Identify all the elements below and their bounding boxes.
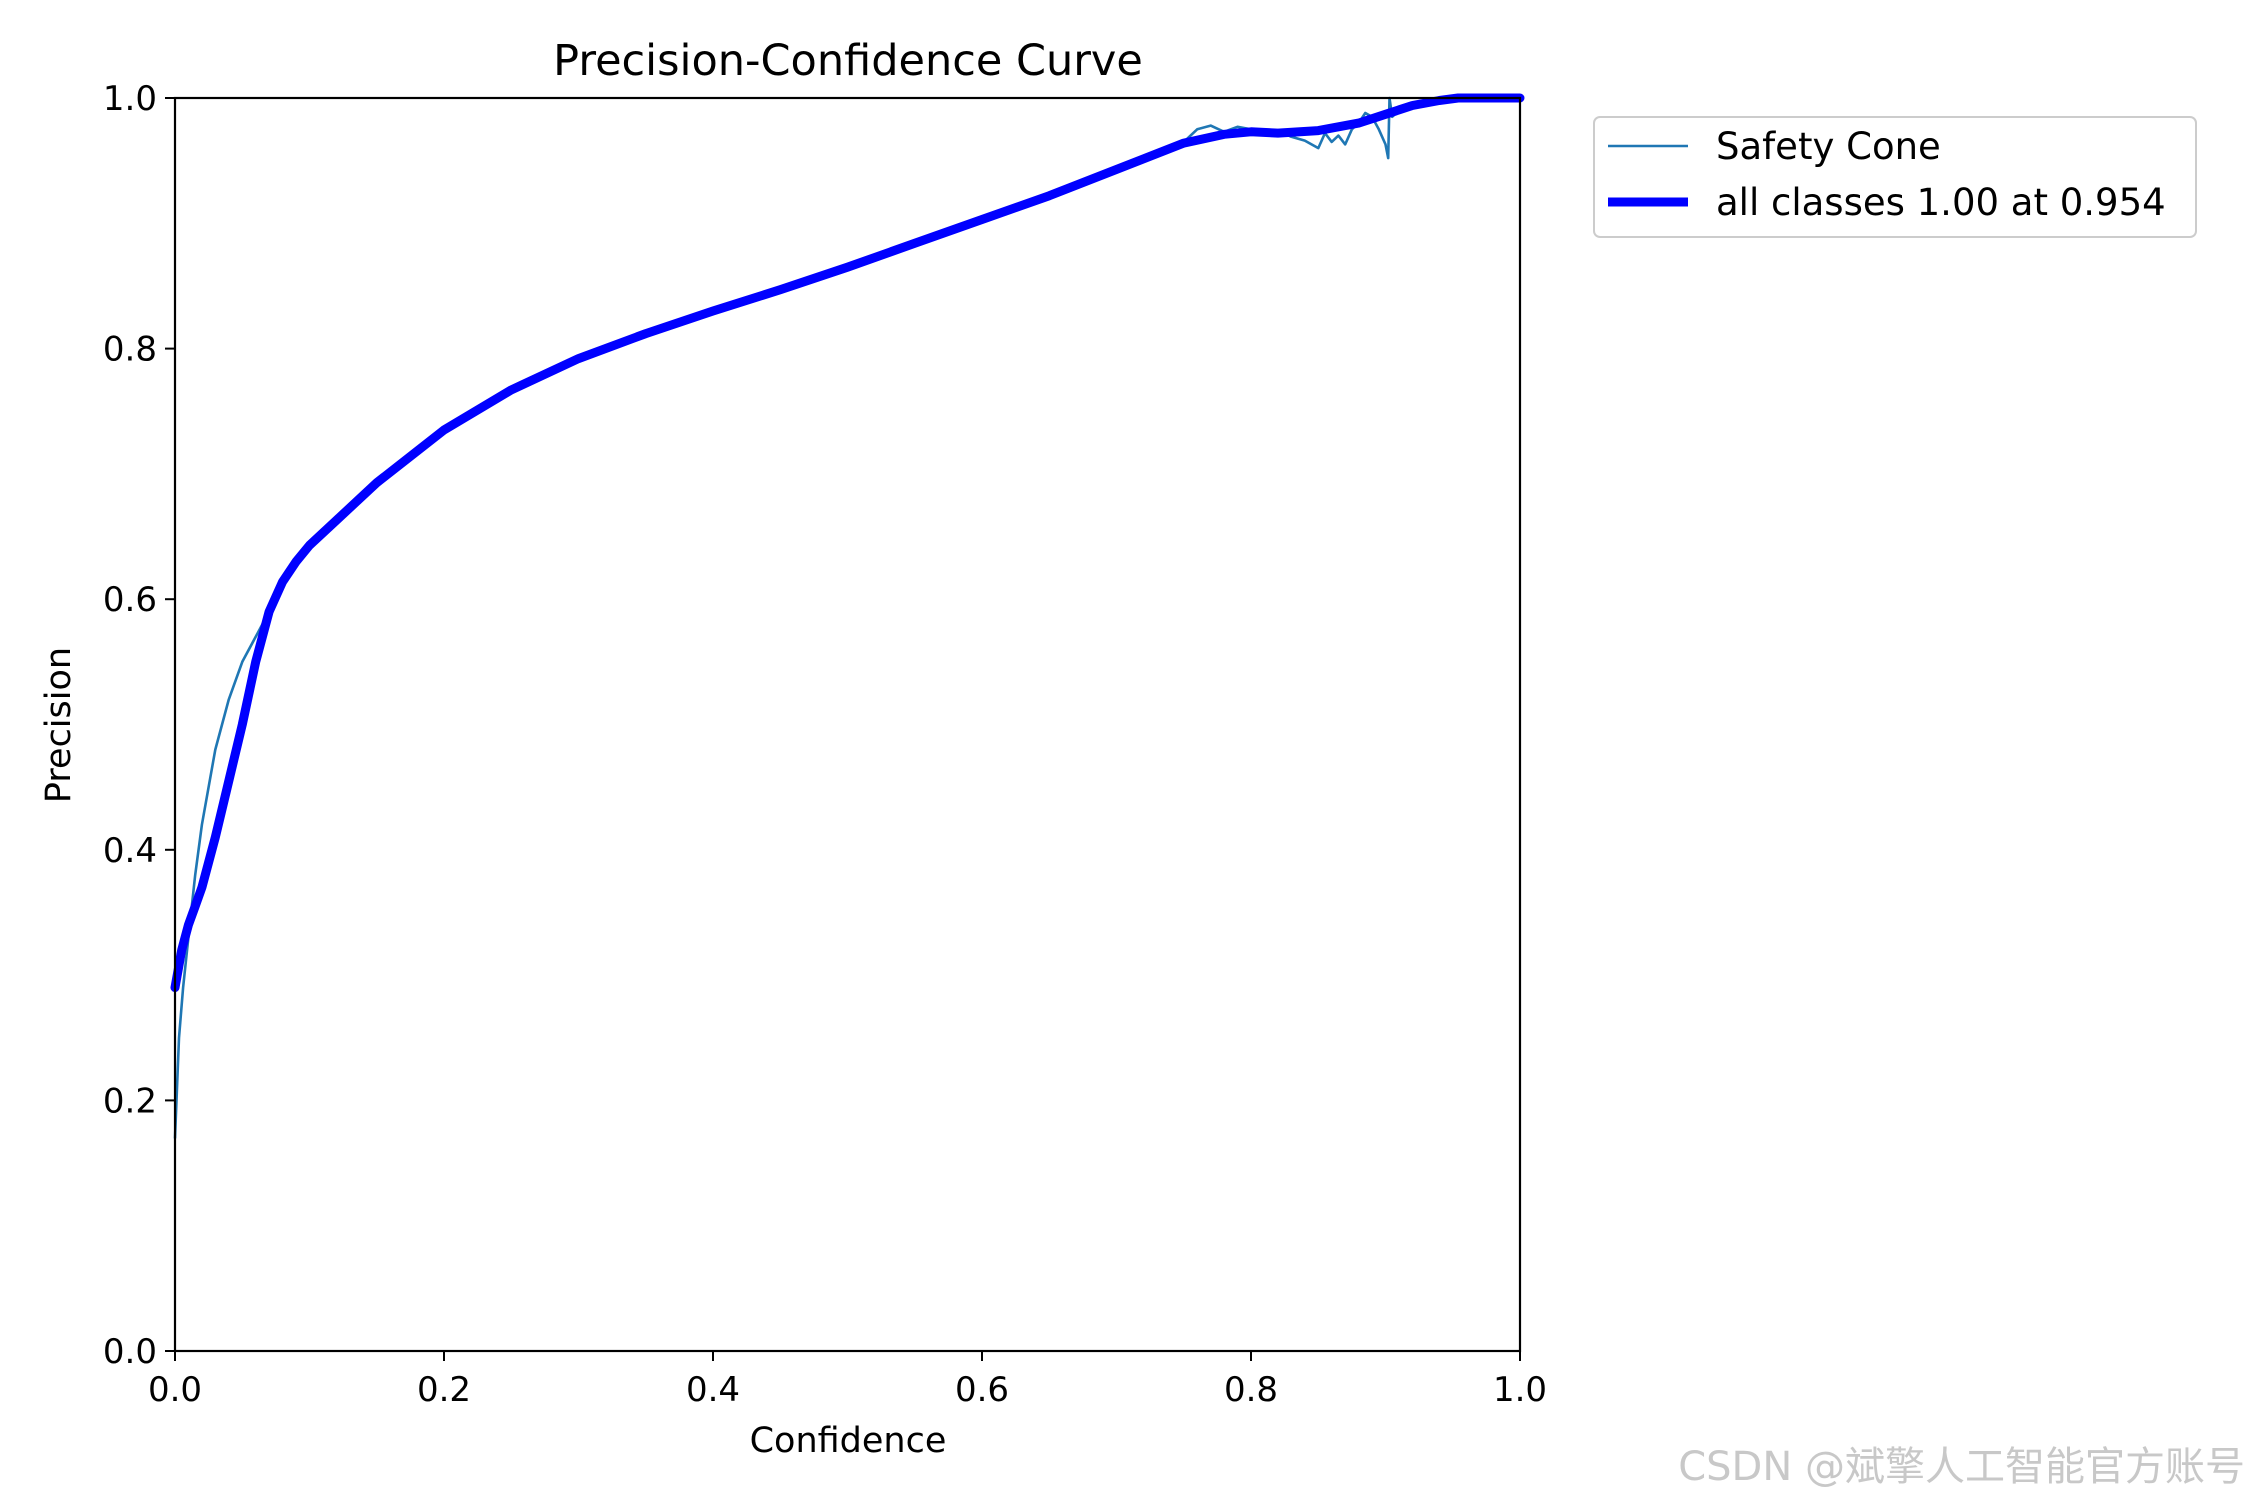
legend-box xyxy=(1593,116,2197,238)
x-tick-label: 0.6 xyxy=(955,1370,1009,1410)
x-axis-label: Confidence xyxy=(750,1421,947,1461)
y-axis: 0.0 0.2 0.4 0.6 0.8 1.0 xyxy=(103,79,175,1372)
y-tick-label: 0.6 xyxy=(103,580,157,620)
legend-label-all-classes: all classes 1.00 at 0.954 xyxy=(1716,181,2166,224)
y-tick-label: 1.0 xyxy=(103,79,157,119)
x-tick-label: 1.0 xyxy=(1493,1370,1547,1410)
y-tick-label: 0.0 xyxy=(103,1332,157,1372)
y-axis-label: Precision xyxy=(39,647,79,803)
legend: Safety Cone all classes 1.00 at 0.954 xyxy=(1593,116,2197,238)
watermark: CSDN @斌擎人工智能官方账号 xyxy=(1678,1444,2245,1490)
plot-area xyxy=(170,93,1525,1353)
legend-label-safety-cone: Safety Cone xyxy=(1716,125,1941,168)
y-tick-label: 0.4 xyxy=(103,831,157,871)
series-layer xyxy=(170,93,1525,1140)
y-tick-label: 0.8 xyxy=(103,330,157,370)
series-line-all-classes xyxy=(170,93,1525,993)
chart-title: Precision-Confidence Curve xyxy=(553,36,1143,86)
x-tick-label: 0.8 xyxy=(1224,1370,1278,1410)
y-tick-label: 0.2 xyxy=(103,1081,157,1121)
x-axis: 0.0 0.2 0.4 0.6 0.8 1.0 xyxy=(148,1351,1547,1410)
axes-frame xyxy=(173,96,1522,1353)
x-tick-label: 0.2 xyxy=(417,1370,471,1410)
x-tick-label: 0.4 xyxy=(686,1370,740,1410)
x-tick-label: 0.0 xyxy=(148,1370,202,1410)
